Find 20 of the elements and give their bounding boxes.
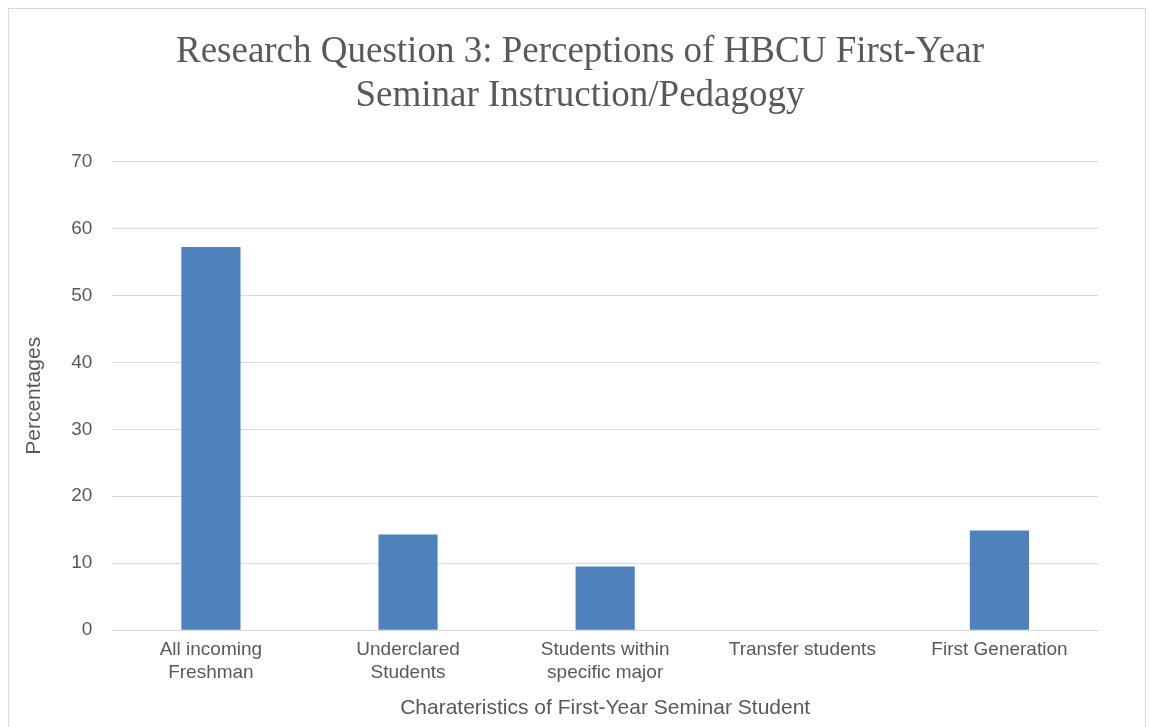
bar — [575, 566, 635, 630]
y-tick-label: 50 — [71, 283, 93, 305]
y-tick-label: 70 — [71, 149, 93, 171]
y-tick-label: 60 — [71, 216, 93, 238]
x-tick-label: Transfer students — [728, 637, 876, 659]
y-tick-label: 10 — [71, 551, 93, 573]
y-tick-label: 20 — [71, 484, 93, 506]
x-axis-title: Charateristics of First-Year Seminar Student — [400, 695, 811, 719]
x-tick-label: All incoming Freshman — [159, 637, 263, 682]
bar — [969, 530, 1029, 630]
x-tick-label: Students within specific major — [540, 637, 670, 682]
y-tick-label: 30 — [71, 417, 93, 439]
y-axis-title: Percentages — [21, 336, 45, 455]
x-tick-label: First Generation — [931, 637, 1068, 659]
bar — [181, 247, 241, 630]
y-tick-label: 40 — [71, 350, 93, 372]
x-tick-label: Underclared Students — [356, 637, 460, 682]
bar — [378, 534, 438, 630]
y-tick-label: 0 — [81, 618, 93, 640]
chart-title: Research Question 3: Perceptions of HBCU First-Year Seminar Instruction/Pedagogy — [174, 28, 986, 116]
